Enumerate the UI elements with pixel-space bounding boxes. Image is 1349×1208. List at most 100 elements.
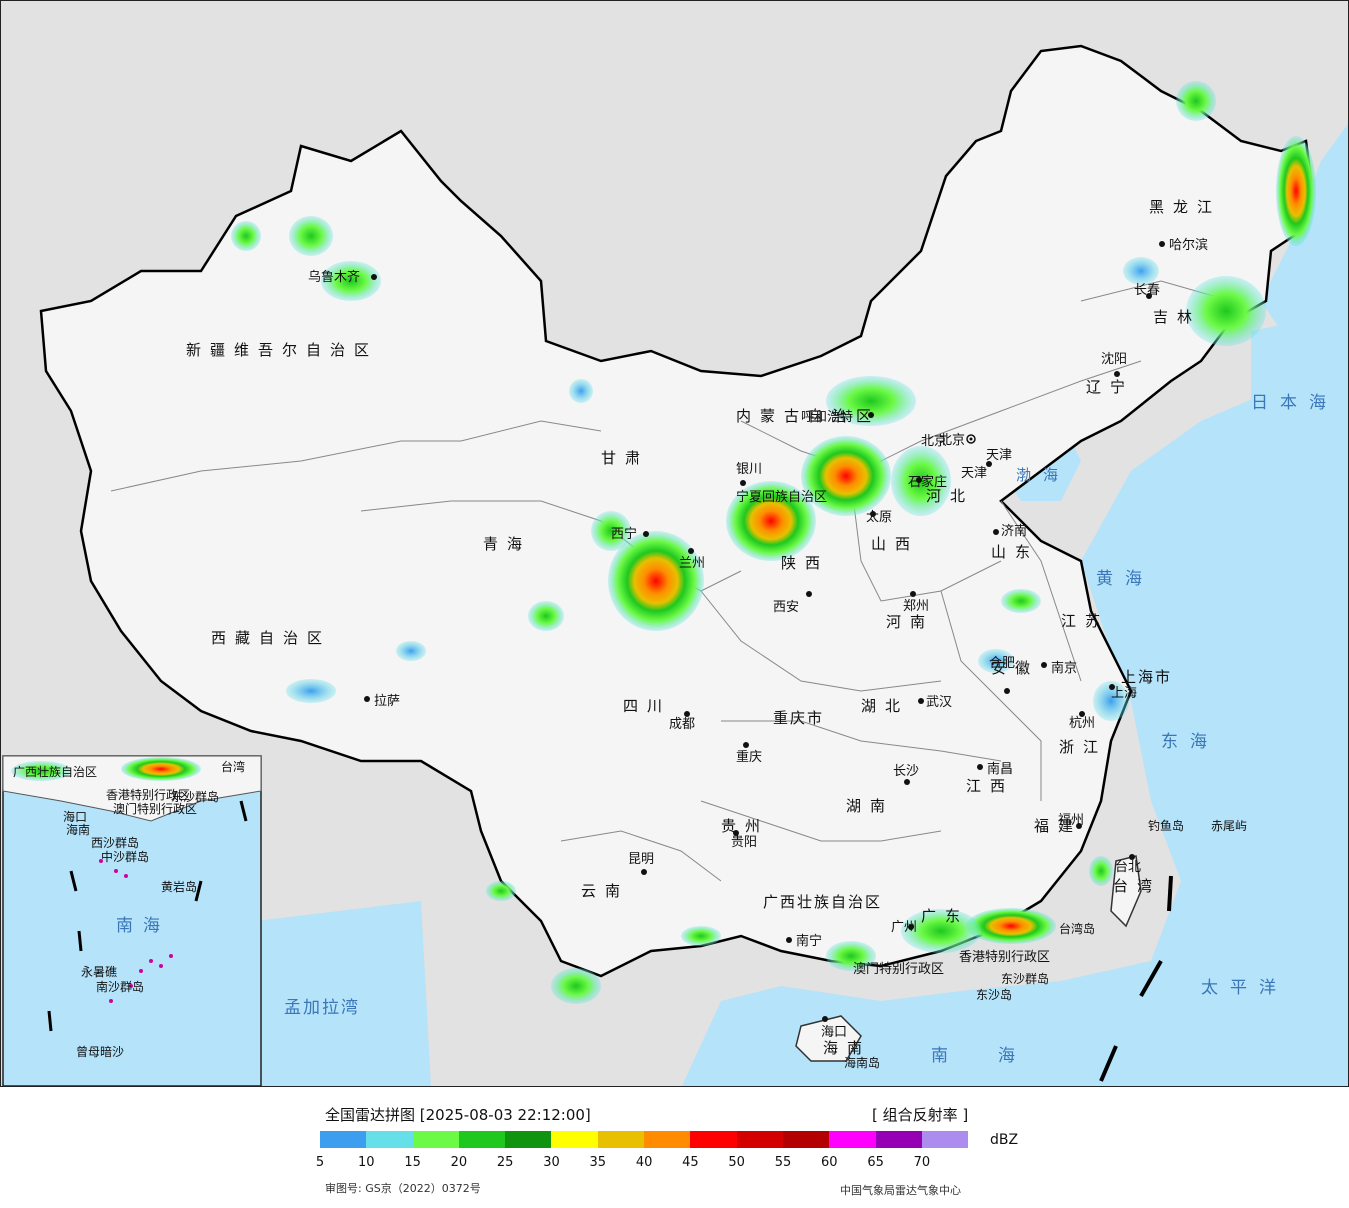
- city-label: 昆明: [628, 852, 654, 867]
- sea-label: 太平洋: [1201, 978, 1288, 998]
- city-label: 呼和浩特: [801, 410, 853, 425]
- island-label: 赤尾屿: [1211, 819, 1247, 833]
- inset-label: 澳门特别行政区: [113, 801, 197, 816]
- bay-of-bengal-area: [256, 901, 431, 1086]
- tick-label: 50: [728, 1155, 745, 1170]
- city-label: 哈尔滨: [1169, 237, 1208, 253]
- inset-label: 海口: [63, 809, 87, 824]
- color-swatch: [366, 1131, 413, 1148]
- tick-label: 70: [913, 1155, 931, 1170]
- city-label: 长春: [1134, 283, 1160, 298]
- inset-label: 中沙群岛: [101, 849, 149, 864]
- city-label: 银川: [736, 462, 762, 477]
- south-china-sea-inset: 广西壮族自治区 香港特别行政区 台湾 海口 海南 西沙群岛 中沙群岛 黄岩岛 永…: [2, 755, 262, 1086]
- province-label: 河南: [886, 613, 934, 631]
- city-label: 拉萨: [374, 694, 400, 709]
- city-label: 兰州: [679, 556, 705, 571]
- inset-label: 永暑礁: [81, 964, 117, 979]
- island-label: 东沙岛: [976, 987, 1012, 1002]
- province-label: 江苏: [1061, 612, 1109, 630]
- city-label: 郑州: [903, 599, 929, 614]
- inset-label: 西沙群岛: [91, 835, 139, 850]
- province-label: 北京: [921, 434, 947, 449]
- color-swatch: [597, 1131, 645, 1148]
- inset-label: 海南: [66, 822, 90, 837]
- color-swatch: [320, 1131, 367, 1148]
- city-label: 长沙: [893, 764, 919, 779]
- inset-label: 曾母暗沙: [76, 1044, 124, 1059]
- radar-map[interactable]: 广西壮族自治区 香港特别行政区 台湾 海口 海南 西沙群岛 中沙群岛 黄岩岛 永…: [0, 0, 1349, 1087]
- island-label: 台湾岛: [1059, 921, 1095, 936]
- province-label: 宁夏回族自治区: [736, 489, 827, 505]
- tick-label: 10: [358, 1155, 375, 1170]
- approval-number: 审图号: GS京（2022）0372号: [325, 1182, 481, 1195]
- city-label: 北京: [939, 433, 965, 448]
- city-label: 重庆: [736, 749, 762, 765]
- inset-label: 香港特别行政区: [106, 787, 190, 802]
- unit-label: dBZ: [990, 1132, 1019, 1148]
- inset-label: 台湾: [221, 759, 245, 774]
- color-swatch: [458, 1131, 506, 1148]
- city-label: 台北: [1115, 860, 1141, 875]
- province-label: 香港特别行政区: [959, 950, 1050, 965]
- city-label: 石家庄: [908, 474, 947, 490]
- city-label: 福州: [1058, 813, 1084, 828]
- city-label: 济南: [1001, 523, 1027, 539]
- city-label: 广州: [891, 920, 917, 935]
- city-label: 上海: [1111, 686, 1137, 701]
- province-label: 陕西: [781, 554, 829, 572]
- inset-label: 广西壮族自治区: [13, 765, 97, 779]
- city-label: 太原: [866, 510, 892, 525]
- tick-label: 60: [821, 1155, 838, 1170]
- province-label: 辽宁: [1086, 378, 1134, 396]
- data-source: 中国气象局雷达气象中心: [840, 1184, 961, 1197]
- japan-sea-lower: [1251, 292, 1348, 421]
- color-swatch: [690, 1131, 737, 1148]
- city-label: 合肥: [989, 656, 1015, 671]
- city-label: 乌鲁木齐: [308, 269, 360, 285]
- province-label: 江西: [966, 777, 1014, 795]
- province-label: 四川: [623, 697, 671, 715]
- color-scale-bar: [320, 1131, 969, 1148]
- radar-echoes: [231, 81, 1316, 1004]
- island-label: 东沙群岛: [1001, 971, 1049, 986]
- tick-label: 55: [774, 1155, 792, 1170]
- tick-label: 25: [496, 1155, 514, 1170]
- east-sea-area: [681, 381, 1348, 1086]
- color-swatch: [782, 1131, 830, 1148]
- legend-title: 全国雷达拼图 [2025-08-03 22:12:00]: [325, 1106, 591, 1124]
- inset-label: 黄岩岛: [161, 879, 197, 894]
- city-label: 天津: [961, 466, 987, 481]
- tick-label: 15: [404, 1155, 421, 1170]
- province-label: 上海市: [1121, 668, 1172, 686]
- province-label: 福建: [1034, 817, 1082, 835]
- province-label: 澳门特别行政区: [853, 961, 944, 977]
- province-label: 海南: [823, 1039, 871, 1057]
- island-labels: 钓鱼岛 赤尾屿 台湾岛 东沙群岛 东沙岛 海南岛: [844, 818, 1247, 1070]
- city-label: 南宁: [796, 933, 822, 949]
- province-label: 湖南: [846, 797, 894, 815]
- province-label: 青海: [483, 535, 531, 553]
- sea-label: 东海: [1161, 732, 1219, 752]
- city-label: 沈阳: [1101, 352, 1127, 367]
- province-label: 浙江: [1059, 738, 1107, 756]
- province-label: 广西壮族自治区: [763, 893, 882, 911]
- sea-label: 黄海: [1096, 569, 1154, 589]
- island-label: 钓鱼岛: [1148, 818, 1184, 833]
- province-label: 山东: [991, 543, 1039, 561]
- province-label: 内蒙古自治区: [736, 407, 880, 425]
- city-label: 南京: [1051, 660, 1077, 676]
- color-swatch: [551, 1131, 598, 1148]
- province-label: 重庆市: [773, 709, 824, 727]
- city-label: 贵阳: [731, 835, 757, 850]
- tick-label: 65: [867, 1155, 884, 1170]
- maritime-boundary-marks: [1099, 875, 1173, 1082]
- province-label: 新疆维吾尔自治区: [186, 341, 378, 359]
- sea-label: 南海: [931, 1046, 1065, 1066]
- china-map-svg: 广西壮族自治区 香港特别行政区 台湾 海口 海南 西沙群岛 中沙群岛 黄岩岛 永…: [1, 1, 1348, 1086]
- color-swatch: [829, 1131, 876, 1148]
- tick-label: 40: [635, 1155, 653, 1170]
- sea-labels: 日本海 渤海 黄海 东海 太平洋 南海 孟加拉湾: [284, 393, 1326, 1066]
- province-label: 天津: [986, 448, 1012, 463]
- color-swatch: [736, 1131, 783, 1148]
